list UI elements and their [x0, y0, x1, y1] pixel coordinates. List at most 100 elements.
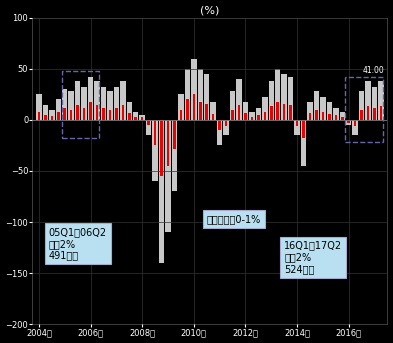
Bar	[75, 81, 81, 120]
Bar	[154, 120, 156, 145]
Bar	[206, 104, 208, 120]
Bar	[173, 120, 176, 149]
Bar	[193, 94, 195, 120]
Bar	[68, 91, 74, 120]
Bar	[121, 105, 124, 120]
Bar	[44, 115, 47, 120]
Bar	[128, 113, 130, 120]
Bar	[219, 120, 221, 130]
Bar	[204, 74, 209, 120]
Bar	[296, 120, 298, 126]
Bar	[198, 69, 203, 120]
Bar	[165, 120, 171, 232]
Bar	[302, 120, 305, 138]
Bar	[244, 113, 247, 120]
Bar	[172, 120, 177, 191]
Bar	[210, 102, 216, 120]
Bar	[107, 91, 113, 120]
Bar	[314, 91, 319, 120]
Bar	[225, 120, 228, 126]
Bar	[94, 81, 100, 120]
Bar	[309, 113, 311, 120]
Bar	[354, 120, 356, 126]
Bar	[243, 102, 248, 120]
Bar	[159, 120, 164, 263]
Bar	[264, 112, 266, 120]
Bar	[251, 117, 253, 120]
Bar	[301, 120, 306, 166]
Bar	[76, 105, 79, 120]
Bar	[276, 102, 279, 120]
Bar	[378, 81, 384, 120]
Bar	[134, 117, 137, 120]
Bar	[341, 117, 343, 120]
Bar	[127, 102, 132, 120]
Bar	[359, 91, 364, 120]
Bar	[160, 120, 163, 176]
Bar	[199, 102, 202, 120]
Bar	[180, 110, 182, 120]
Bar	[217, 120, 222, 145]
Bar	[315, 110, 318, 120]
Bar	[49, 110, 55, 120]
Bar	[62, 71, 99, 138]
Bar	[231, 110, 234, 120]
Bar	[380, 106, 382, 120]
Bar	[345, 77, 383, 142]
Bar	[320, 97, 326, 120]
Bar	[191, 59, 196, 120]
Bar	[102, 108, 105, 120]
Bar	[38, 112, 40, 120]
Bar	[81, 87, 87, 120]
Bar	[365, 81, 371, 120]
Bar	[70, 110, 72, 120]
Bar	[270, 106, 273, 120]
Bar	[283, 104, 285, 120]
Bar	[334, 115, 337, 120]
Text: 05Q1～06Q2
平均2%
491兆円: 05Q1～06Q2 平均2% 491兆円	[49, 227, 107, 260]
Bar	[262, 97, 268, 120]
Bar	[88, 77, 93, 120]
Bar	[212, 114, 215, 120]
Bar	[89, 102, 92, 120]
Bar	[83, 108, 85, 120]
Bar	[51, 116, 53, 120]
Bar	[186, 99, 189, 120]
Bar	[294, 120, 300, 135]
Text: 潜在成長率0-1%: 潜在成長率0-1%	[207, 214, 261, 224]
Bar	[360, 110, 363, 120]
Bar	[42, 105, 48, 120]
Bar	[57, 112, 60, 120]
Bar	[236, 79, 242, 120]
Bar	[185, 69, 190, 120]
Text: 41.00: 41.00	[362, 66, 384, 75]
Bar	[333, 108, 338, 120]
Bar	[120, 81, 126, 120]
Bar	[146, 120, 151, 135]
Bar	[275, 69, 281, 120]
Bar	[249, 112, 255, 120]
Bar	[230, 91, 235, 120]
Bar	[114, 87, 119, 120]
Bar	[62, 89, 68, 120]
Bar	[281, 74, 287, 120]
Bar	[115, 108, 118, 120]
Bar	[140, 115, 145, 120]
Text: 16Q1～17Q2
平均2%
524兆円: 16Q1～17Q2 平均2% 524兆円	[284, 240, 342, 274]
Bar	[340, 112, 345, 120]
Bar	[36, 94, 42, 120]
Bar	[147, 120, 150, 125]
Bar	[321, 112, 324, 120]
Bar	[167, 120, 169, 166]
Bar	[238, 105, 240, 120]
Bar	[108, 110, 111, 120]
Title: (%): (%)	[200, 5, 220, 15]
Bar	[288, 77, 294, 120]
Bar	[289, 105, 292, 120]
Bar	[268, 81, 274, 120]
Bar	[55, 99, 61, 120]
Bar	[346, 120, 351, 125]
Bar	[223, 120, 229, 135]
Bar	[178, 94, 184, 120]
Bar	[307, 102, 313, 120]
